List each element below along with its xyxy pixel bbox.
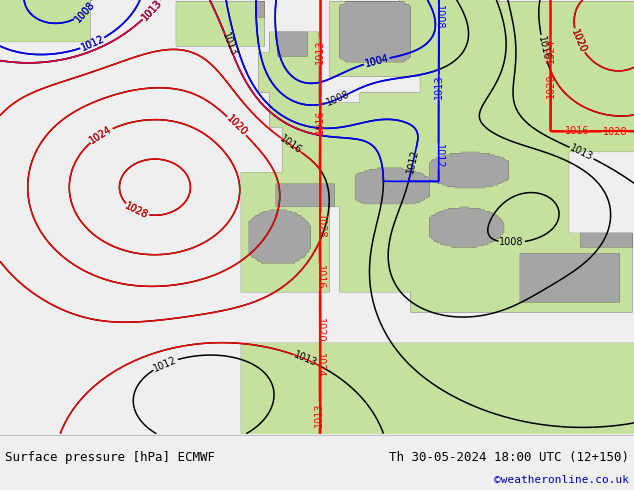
Text: 1016: 1016 bbox=[314, 265, 325, 289]
Text: 1024: 1024 bbox=[88, 124, 114, 146]
Text: 1008: 1008 bbox=[72, 0, 96, 24]
Text: 1024: 1024 bbox=[88, 124, 114, 146]
Text: 1012: 1012 bbox=[406, 148, 421, 174]
Text: 1028: 1028 bbox=[124, 201, 150, 221]
Text: 1012: 1012 bbox=[79, 34, 106, 53]
Text: 1004: 1004 bbox=[364, 53, 390, 69]
Text: 1016: 1016 bbox=[536, 35, 551, 61]
Text: 1008: 1008 bbox=[325, 89, 352, 108]
Text: 1013: 1013 bbox=[139, 0, 164, 23]
Text: 1008: 1008 bbox=[434, 5, 444, 30]
Text: 1020: 1020 bbox=[224, 114, 249, 138]
Text: 1028: 1028 bbox=[603, 127, 627, 137]
Text: 1028: 1028 bbox=[124, 201, 150, 221]
Text: 1024: 1024 bbox=[315, 353, 325, 378]
Text: Th 30-05-2024 18:00 UTC (12+150): Th 30-05-2024 18:00 UTC (12+150) bbox=[389, 451, 629, 464]
Text: 1013: 1013 bbox=[568, 143, 595, 163]
Text: 1008: 1008 bbox=[500, 238, 524, 247]
Text: 1020: 1020 bbox=[569, 27, 588, 54]
Text: 1024: 1024 bbox=[545, 38, 555, 63]
Text: 1028: 1028 bbox=[316, 214, 326, 239]
Text: 1008: 1008 bbox=[72, 0, 96, 24]
Text: 1020: 1020 bbox=[315, 318, 325, 343]
Text: 1012: 1012 bbox=[434, 145, 444, 169]
Text: 1020: 1020 bbox=[224, 114, 249, 138]
Text: 1016: 1016 bbox=[564, 125, 589, 136]
Text: 1012: 1012 bbox=[79, 34, 106, 53]
Text: 1016: 1016 bbox=[278, 134, 304, 156]
Text: 1012: 1012 bbox=[152, 354, 179, 373]
Text: Surface pressure [hPa] ECMWF: Surface pressure [hPa] ECMWF bbox=[5, 451, 215, 464]
Text: 1016: 1016 bbox=[314, 110, 325, 134]
Text: ©weatheronline.co.uk: ©weatheronline.co.uk bbox=[494, 475, 629, 486]
Text: 1013: 1013 bbox=[139, 0, 164, 23]
Text: 1013: 1013 bbox=[219, 31, 238, 57]
Text: 1013: 1013 bbox=[315, 40, 325, 65]
Text: 1013: 1013 bbox=[434, 75, 444, 99]
Text: 1013: 1013 bbox=[292, 350, 318, 368]
Text: 1004: 1004 bbox=[364, 53, 390, 69]
Text: 1020: 1020 bbox=[569, 27, 588, 54]
Text: 1013: 1013 bbox=[139, 0, 164, 23]
Text: 1020: 1020 bbox=[546, 73, 556, 98]
Text: 1013: 1013 bbox=[314, 403, 325, 427]
